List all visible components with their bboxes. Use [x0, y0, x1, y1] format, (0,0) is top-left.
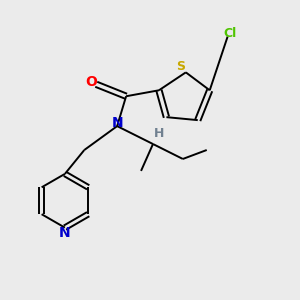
Text: N: N [111, 116, 123, 130]
Text: O: O [85, 75, 97, 89]
Text: S: S [176, 61, 185, 74]
Text: N: N [59, 226, 71, 240]
Text: Cl: Cl [224, 27, 237, 40]
Text: H: H [154, 127, 164, 140]
